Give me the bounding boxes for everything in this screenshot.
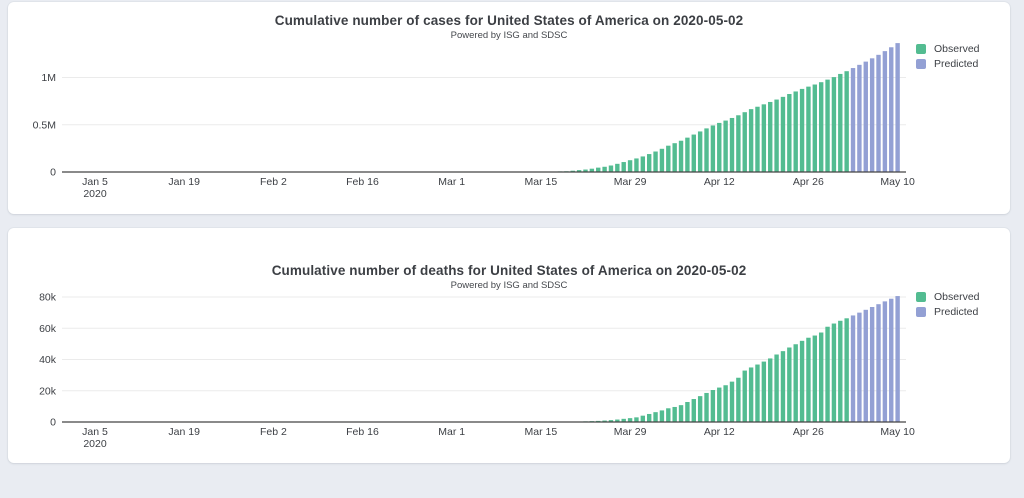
svg-text:Mar 29: Mar 29 (614, 176, 647, 188)
svg-text:May 10: May 10 (880, 176, 915, 188)
svg-text:Jan 5: Jan 5 (82, 176, 108, 188)
svg-text:0: 0 (50, 167, 56, 179)
deaths-chart-title: Cumulative number of deaths for United S… (271, 263, 747, 278)
svg-text:Apr 26: Apr 26 (793, 426, 824, 438)
svg-text:1M: 1M (41, 72, 56, 84)
observed-legend-swatch-icon (916, 43, 926, 54)
svg-text:Apr 12: Apr 12 (704, 176, 735, 188)
legend-label-predicted: Predicted (934, 305, 979, 318)
svg-text:Mar 1: Mar 1 (438, 426, 465, 438)
svg-text:Apr 26: Apr 26 (793, 176, 824, 188)
legend-label-observed: Observed (934, 290, 980, 303)
legend-label-predicted: Predicted (934, 57, 979, 70)
predicted-legend-swatch-icon (916, 306, 926, 317)
svg-text:Feb 2: Feb 2 (260, 426, 287, 438)
legend-label-observed: Observed (934, 42, 980, 55)
svg-text:Mar 1: Mar 1 (438, 176, 465, 188)
predicted-legend-swatch-icon (916, 58, 926, 69)
legend-item-observed[interactable]: Observed (916, 289, 996, 304)
svg-text:Jan 19: Jan 19 (168, 176, 200, 188)
svg-text:May 10: May 10 (880, 426, 915, 438)
svg-text:Mar 15: Mar 15 (525, 176, 558, 188)
cases-legend: Observed Predicted (916, 41, 996, 71)
deaths-chart-subtitle: Powered by ISG and SDSC (450, 280, 568, 291)
legend-item-predicted[interactable]: Predicted (916, 56, 996, 71)
page: Cumulative number of cases for United St… (8, 2, 1010, 463)
svg-text:Mar 15: Mar 15 (525, 426, 558, 438)
cases-chart-card: Cumulative number of cases for United St… (8, 2, 1010, 214)
svg-text:0: 0 (50, 417, 56, 429)
svg-text:Apr 12: Apr 12 (704, 426, 735, 438)
svg-text:80k: 80k (39, 292, 57, 304)
svg-text:0.5M: 0.5M (33, 119, 56, 131)
svg-text:Jan 19: Jan 19 (168, 426, 200, 438)
deaths-legend: Observed Predicted (916, 289, 996, 319)
legend-item-observed[interactable]: Observed (916, 41, 996, 56)
deaths-chart-card: Cumulative number of deaths for United S… (8, 228, 1010, 463)
svg-text:40k: 40k (39, 354, 57, 366)
svg-text:2020: 2020 (83, 188, 107, 200)
svg-text:60k: 60k (39, 323, 57, 335)
svg-text:2020: 2020 (83, 438, 107, 450)
legend-item-predicted[interactable]: Predicted (916, 304, 996, 319)
observed-legend-swatch-icon (916, 291, 926, 302)
svg-text:Feb 16: Feb 16 (346, 426, 379, 438)
svg-text:20k: 20k (39, 385, 57, 397)
svg-text:Feb 2: Feb 2 (260, 176, 287, 188)
cases-chart-title: Cumulative number of cases for United St… (274, 13, 744, 28)
svg-text:Feb 16: Feb 16 (346, 176, 379, 188)
cases-chart-subtitle: Powered by ISG and SDSC (450, 30, 568, 41)
svg-text:Jan 5: Jan 5 (82, 426, 108, 438)
svg-text:Mar 29: Mar 29 (614, 426, 647, 438)
